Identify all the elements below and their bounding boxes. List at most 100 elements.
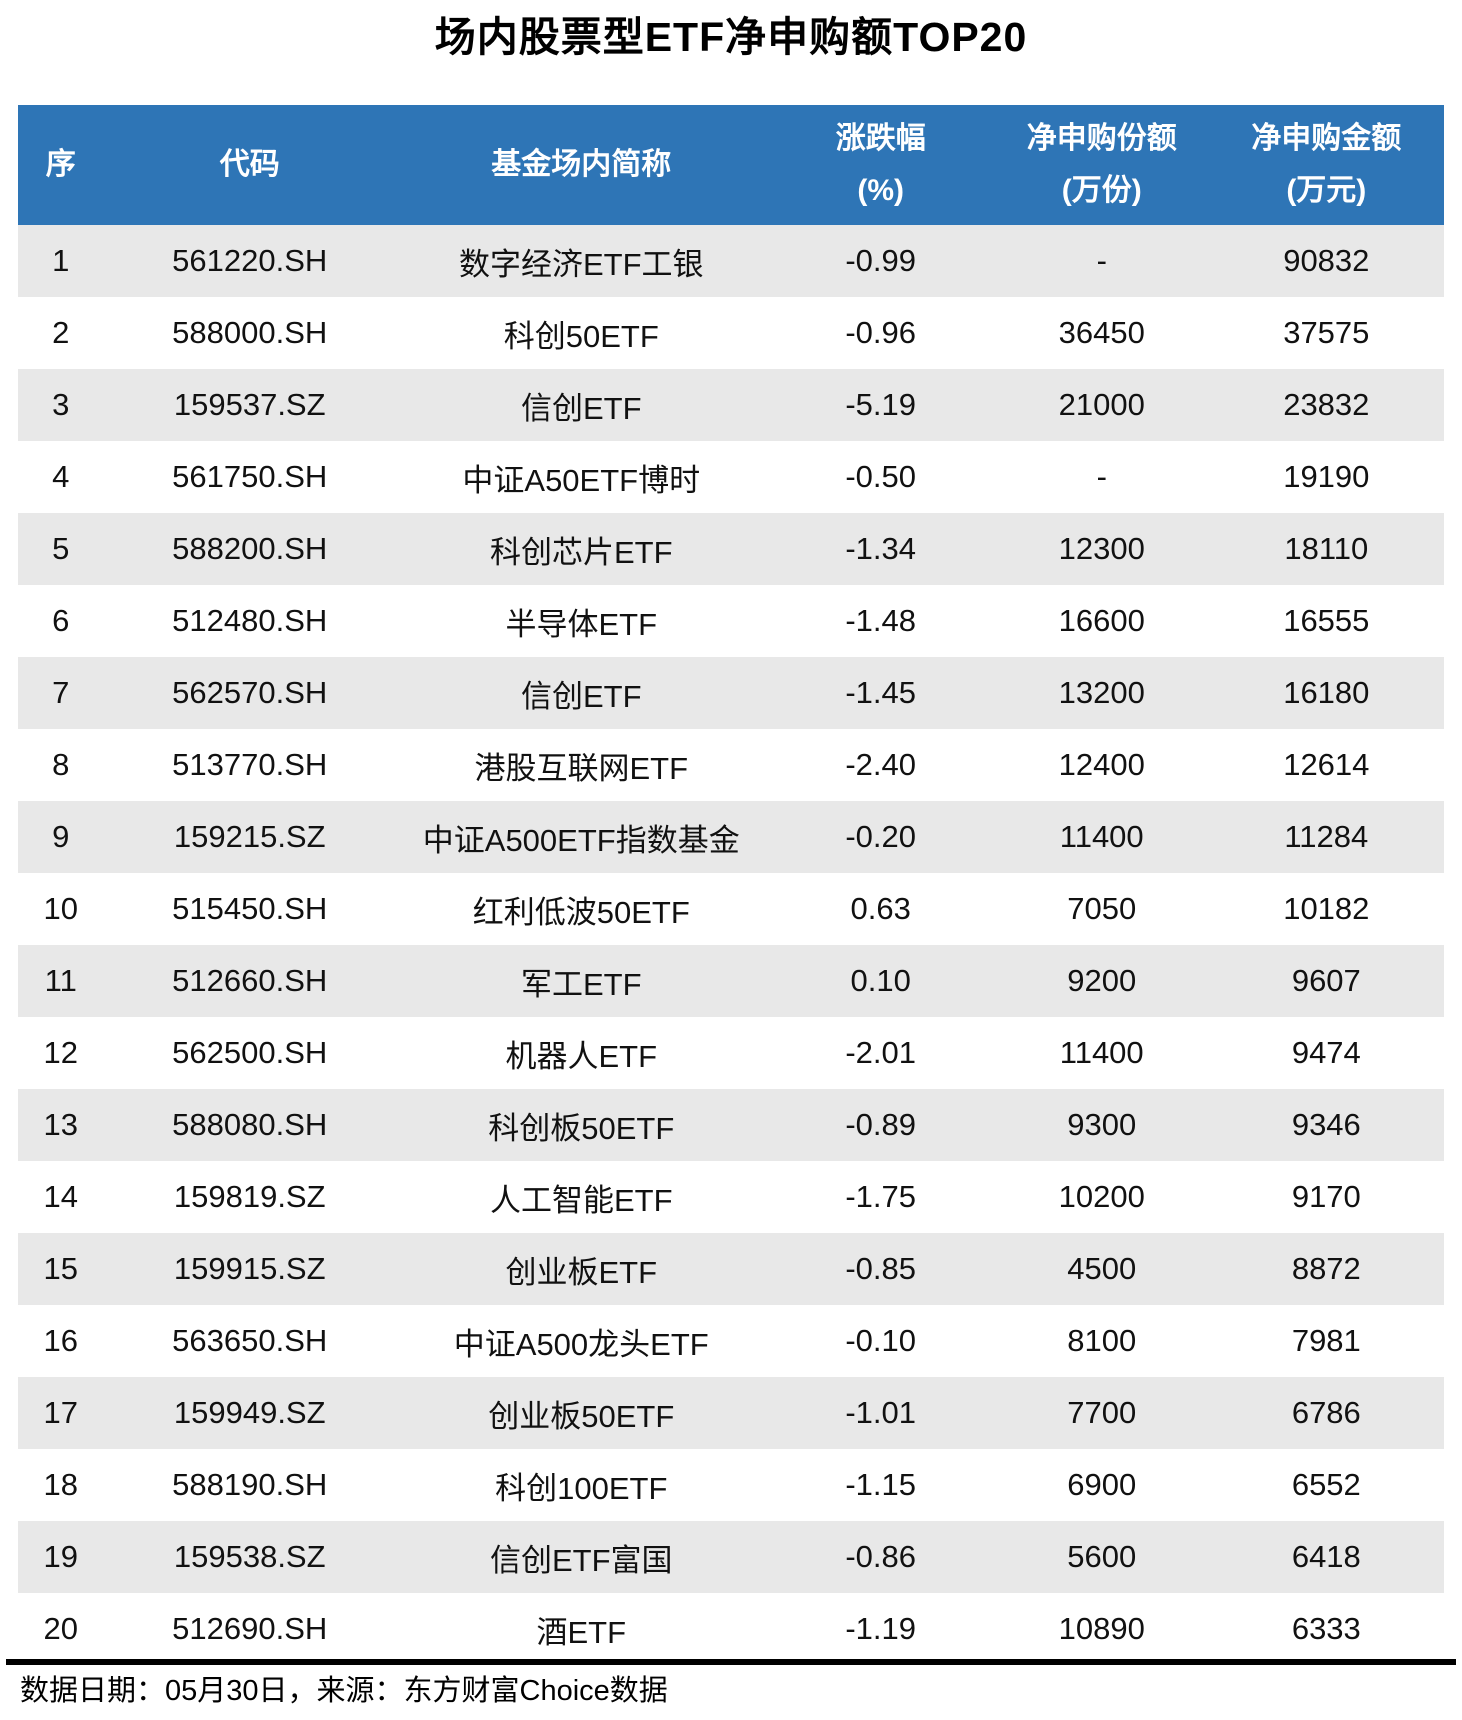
cell-change-pct: -1.45 xyxy=(845,675,917,710)
cell-net-shares: 10890 xyxy=(1058,1611,1145,1646)
cell-net-shares: 11400 xyxy=(1059,1035,1144,1070)
cell-change-pct: -0.85 xyxy=(845,1251,917,1286)
cell-fund-name: 红利低波50ETF xyxy=(472,894,690,930)
cell-net-shares: - xyxy=(1096,459,1107,494)
cell-net-shares: 6900 xyxy=(1067,1467,1137,1502)
cell-fund-name: 创业板50ETF xyxy=(488,1398,675,1434)
column-header-unit: (万元) xyxy=(1286,174,1367,207)
table-row: 15 159915.SZ 创业板ETF -0.85 4500 8872 xyxy=(18,1233,1444,1305)
cell-rank: 19 xyxy=(43,1539,79,1574)
cell-code: 512690.SH xyxy=(172,1611,328,1646)
column-header: 代码 xyxy=(104,105,396,225)
cell-code: 159949.SZ xyxy=(173,1395,326,1430)
cell-change-pct: 0.63 xyxy=(850,891,911,926)
cell-net-amount: 12614 xyxy=(1283,747,1370,782)
table-row: 20 512690.SH 酒ETF -1.19 10890 6333 xyxy=(18,1593,1444,1665)
table-row: 4 561750.SH 中证A50ETF博时 -0.50 - 19190 xyxy=(18,441,1444,513)
cell-net-amount: 7981 xyxy=(1291,1323,1361,1358)
table-row: 8 513770.SH 港股互联网ETF -2.40 12400 12614 xyxy=(18,729,1444,801)
cell-rank: 9 xyxy=(52,819,70,854)
table-row: 19 159538.SZ 信创ETF富国 -0.86 5600 6418 xyxy=(18,1521,1444,1593)
cell-rank: 1 xyxy=(52,243,70,278)
cell-fund-name: 港股互联网ETF xyxy=(474,750,689,786)
table-row: 9 159215.SZ 中证A500ETF指数基金 -0.20 11400 11284 xyxy=(18,801,1444,873)
cell-net-shares: 36450 xyxy=(1058,315,1145,350)
cell-fund-name: 信创ETF富国 xyxy=(489,1542,673,1578)
cell-net-amount: 6333 xyxy=(1291,1611,1361,1646)
cell-fund-name: 人工智能ETF xyxy=(489,1182,673,1218)
table-row: 1 561220.SH 数字经济ETF工银 -0.99 - 90832 xyxy=(18,225,1444,297)
cell-fund-name: 军工ETF xyxy=(520,966,642,1002)
cell-fund-name: 酒ETF xyxy=(536,1614,627,1650)
etf-net-subscription-table: 序代码 基金场内简称 涨跌幅 (%) 净申购份额 (万份) 净申购金额 (万元) 1 56122… xyxy=(18,105,1444,1665)
cell-code: 159915.SZ xyxy=(173,1251,326,1286)
cell-change-pct: -5.19 xyxy=(845,387,917,422)
cell-change-pct: -1.48 xyxy=(845,603,917,638)
cell-rank: 14 xyxy=(43,1179,79,1214)
cell-fund-name: 半导体ETF xyxy=(505,606,658,642)
cell-net-amount: 9170 xyxy=(1291,1179,1361,1214)
table-row: 10 515450.SH 红利低波50ETF 0.63 7050 10182 xyxy=(18,873,1444,945)
column-header-label: 序 xyxy=(45,148,76,181)
cell-fund-name: 中证A500ETF指数基金 xyxy=(422,822,740,858)
cell-net-amount: 37575 xyxy=(1283,315,1370,350)
cell-net-amount: 16180 xyxy=(1283,675,1370,710)
column-header-label: 净申购份额 xyxy=(1026,122,1177,155)
cell-change-pct: -0.89 xyxy=(845,1107,917,1142)
cell-net-amount: 9346 xyxy=(1291,1107,1361,1142)
cell-fund-name: 创业板ETF xyxy=(505,1254,658,1290)
table-row: 5 588200.SH 科创芯片ETF -1.34 12300 18110 xyxy=(18,513,1444,585)
cell-change-pct: -0.50 xyxy=(845,459,917,494)
cell-change-pct: -0.96 xyxy=(845,315,917,350)
cell-rank: 18 xyxy=(43,1467,79,1502)
cell-code: 159819.SZ xyxy=(173,1179,326,1214)
cell-code: 561750.SH xyxy=(172,459,328,494)
cell-rank: 17 xyxy=(43,1395,79,1430)
data-source-note: 数据日期：05月30日，来源：东方财富Choice数据 xyxy=(20,1675,668,1707)
cell-net-shares: 9200 xyxy=(1067,963,1137,998)
cell-rank: 6 xyxy=(52,603,70,638)
cell-net-amount: 10182 xyxy=(1283,891,1370,926)
cell-rank: 8 xyxy=(52,747,70,782)
cell-change-pct: -0.99 xyxy=(845,243,917,278)
table-row: 18 588190.SH 科创100ETF -1.15 6900 6552 xyxy=(18,1449,1444,1521)
cell-net-shares: 8100 xyxy=(1067,1323,1137,1358)
column-header: 净申购份额 (万份) xyxy=(995,105,1209,225)
cell-fund-name: 中证A500龙头ETF xyxy=(453,1326,709,1362)
cell-net-amount: 6552 xyxy=(1291,1467,1361,1502)
column-header: 基金场内简称 xyxy=(396,105,767,225)
cell-rank: 15 xyxy=(43,1251,79,1286)
cell-net-shares: - xyxy=(1096,243,1107,278)
cell-change-pct: -2.01 xyxy=(845,1035,917,1070)
column-header-label: 基金场内简称 xyxy=(491,148,672,181)
cell-net-shares: 4500 xyxy=(1067,1251,1137,1286)
cell-net-shares: 11400 xyxy=(1059,819,1144,854)
cell-code: 159537.SZ xyxy=(173,387,326,422)
cell-net-amount: 90832 xyxy=(1283,243,1370,278)
cell-net-amount: 18110 xyxy=(1284,531,1369,566)
table-row: 6 512480.SH 半导体ETF -1.48 16600 16555 xyxy=(18,585,1444,657)
table-body: 1 561220.SH 数字经济ETF工银 -0.99 - 90832 2 588000.SH… xyxy=(18,225,1444,1665)
cell-code: 588000.SH xyxy=(172,315,328,350)
cell-net-shares: 5600 xyxy=(1067,1539,1137,1574)
cell-code: 588080.SH xyxy=(172,1107,328,1142)
table-row: 2 588000.SH 科创50ETF -0.96 36450 37575 xyxy=(18,297,1444,369)
cell-net-amount: 8872 xyxy=(1291,1251,1361,1286)
footer-divider xyxy=(6,1659,1456,1665)
cell-change-pct: -0.86 xyxy=(845,1539,917,1574)
cell-code: 562570.SH xyxy=(172,675,328,710)
table-row: 11 512660.SH 军工ETF 0.10 9200 9607 xyxy=(18,945,1444,1017)
cell-fund-name: 数字经济ETF工银 xyxy=(458,246,704,282)
cell-net-shares: 7050 xyxy=(1067,891,1137,926)
cell-fund-name: 中证A50ETF博时 xyxy=(462,462,701,498)
table-row: 13 588080.SH 科创板50ETF -0.89 9300 9346 xyxy=(18,1089,1444,1161)
cell-rank: 16 xyxy=(43,1323,79,1358)
column-header: 序 xyxy=(18,105,104,225)
cell-change-pct: -0.20 xyxy=(845,819,917,854)
cell-code: 512660.SH xyxy=(172,963,328,998)
cell-net-amount: 23832 xyxy=(1283,387,1370,422)
column-header: 涨跌幅 (%) xyxy=(767,105,995,225)
cell-fund-name: 科创芯片ETF xyxy=(489,534,673,570)
cell-rank: 2 xyxy=(52,315,70,350)
cell-net-shares: 10200 xyxy=(1058,1179,1145,1214)
